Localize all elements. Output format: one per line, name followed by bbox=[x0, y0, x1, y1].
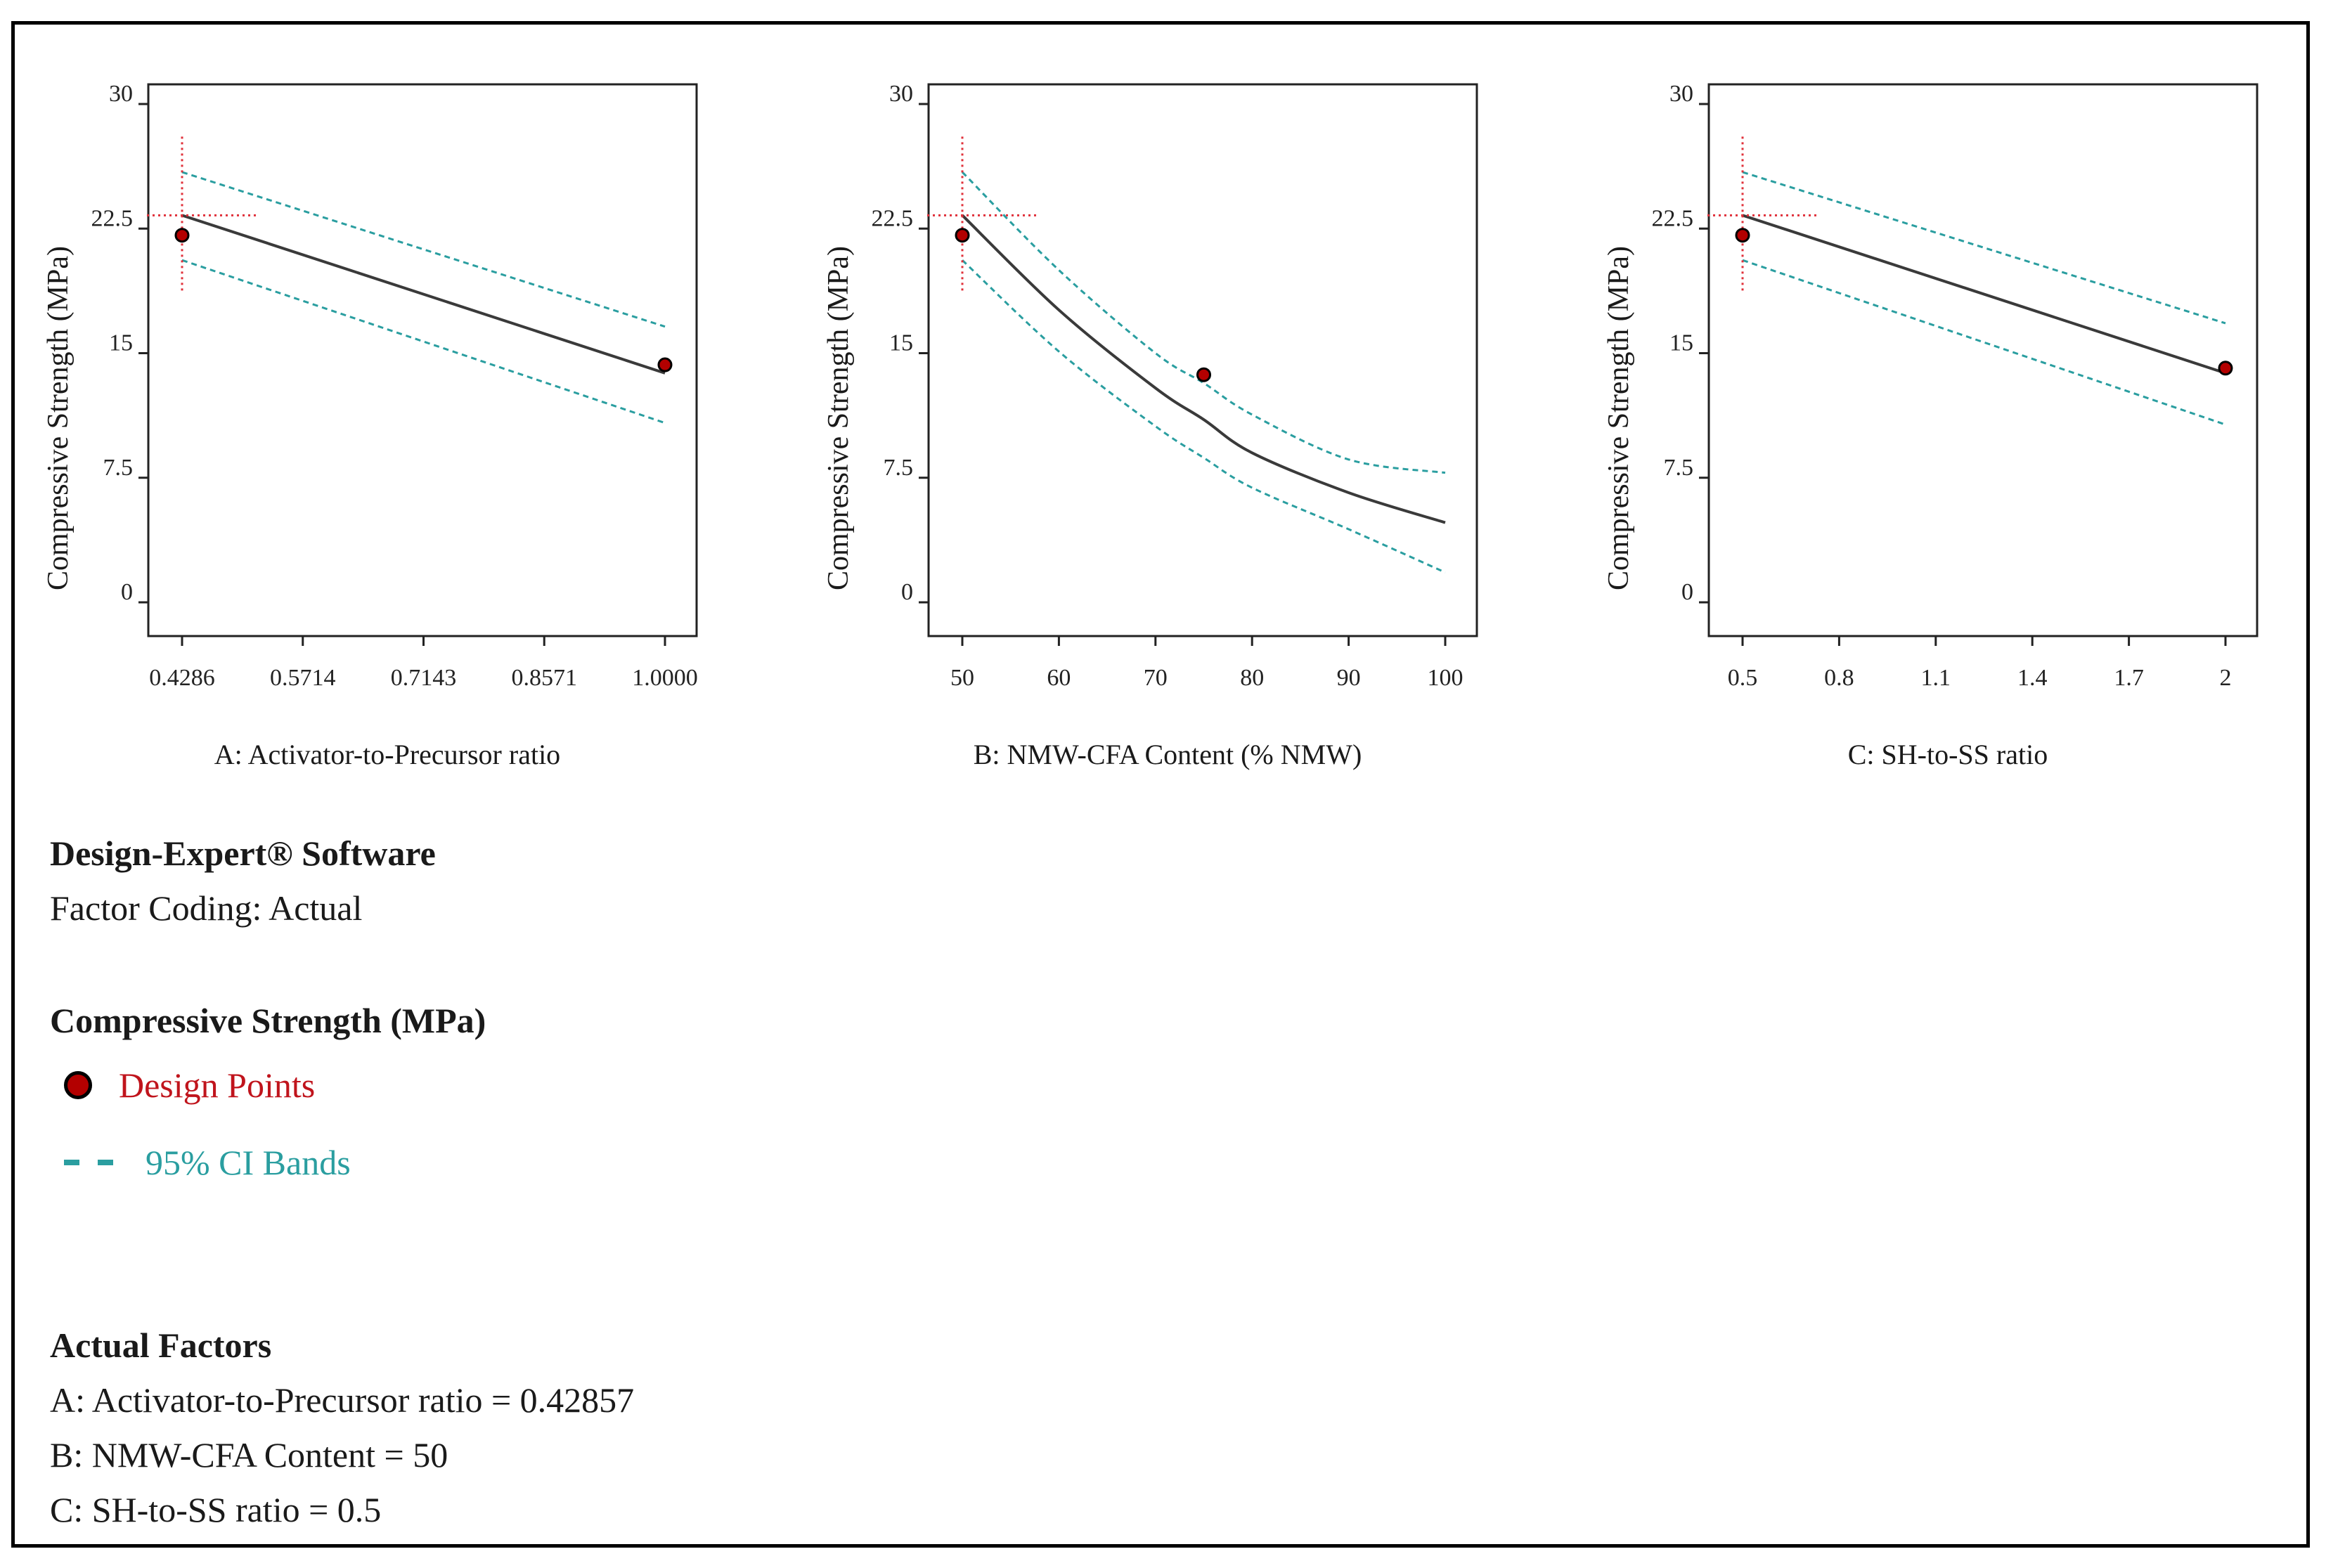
y-tick-label: 0 bbox=[121, 579, 133, 605]
y-tick-label: 7.5 bbox=[103, 455, 134, 481]
x-tick-label: 90 bbox=[1337, 665, 1361, 691]
legend-ci-bands: 95% CI Bands bbox=[64, 1142, 351, 1183]
x-tick-label: 2 bbox=[2220, 665, 2232, 691]
ci-upper-band bbox=[181, 171, 666, 328]
x-tick-label: 0.7143 bbox=[391, 665, 457, 691]
plot-c-svg: 0 7.5 15 22.5 30 0.5 0.8 1.1 1.4 1.7 2 bbox=[1652, 81, 2259, 691]
factor-a-value: A: Activator-to-Precursor ratio = 0.4285… bbox=[50, 1380, 635, 1420]
y-tick-label: 22.5 bbox=[872, 205, 914, 231]
plot-b-xlabel: B: NMW-CFA Content (% NMW) bbox=[973, 739, 1362, 770]
plot-b-ylabel: Compressive Strength (MPa) bbox=[822, 246, 855, 590]
plot-c: 0 7.5 15 22.5 30 0.5 0.8 1.1 1.4 1.7 2 Compressive… bbox=[1596, 74, 2299, 777]
y-tick-label: 7.5 bbox=[884, 455, 914, 481]
y-tick-label: 0 bbox=[1681, 579, 1693, 605]
dashed-line-icon bbox=[64, 1160, 120, 1165]
design-point bbox=[1735, 228, 1750, 243]
legend-design-points: Design Points bbox=[64, 1065, 315, 1106]
fitted-line bbox=[1742, 214, 2226, 375]
plot-c-xlabel: C: SH-to-SS ratio bbox=[1847, 739, 2048, 770]
x-tick-label: 0.8571 bbox=[511, 665, 577, 691]
y-tick-label: 15 bbox=[1669, 330, 1693, 356]
fitted-line bbox=[181, 214, 666, 375]
factor-c-value: C: SH-to-SS ratio = 0.5 bbox=[50, 1490, 382, 1529]
y-tick-label: 30 bbox=[889, 81, 913, 107]
plot-a: 0 7.5 15 22.5 30 0.4286 0.5714 0.7143 0.8571 1.00… bbox=[36, 74, 739, 777]
x-tick-label: 0.5714 bbox=[270, 665, 336, 691]
x-tick-label: 100 bbox=[1428, 665, 1464, 691]
x-tick-label: 50 bbox=[950, 665, 974, 691]
plot-a-xlabel: A: Activator-to-Precursor ratio bbox=[214, 739, 561, 770]
design-point bbox=[955, 228, 970, 243]
plot-b-svg: 0 7.5 15 22.5 30 50 60 70 80 90 100 bbox=[872, 81, 1478, 691]
ci-upper-band bbox=[961, 171, 1446, 474]
x-tick-label: 1.1 bbox=[1921, 665, 1951, 691]
response-title: Compressive Strength (MPa) bbox=[50, 1001, 486, 1040]
ci-lower-band bbox=[1742, 259, 2226, 426]
x-tick-label: 1.4 bbox=[2017, 665, 2048, 691]
plot-c-ylabel: Compressive Strength (MPa) bbox=[1603, 246, 1635, 590]
factor-b-value: B: NMW-CFA Content = 50 bbox=[50, 1435, 448, 1475]
actual-factors-title: Actual Factors bbox=[50, 1326, 272, 1365]
plot-frame bbox=[927, 83, 1478, 637]
plot-a-svg: 0 7.5 15 22.5 30 0.4286 0.5714 0.7143 0.8571 1.00… bbox=[91, 81, 698, 691]
y-tick-label: 7.5 bbox=[1664, 455, 1694, 481]
software-title: Design-Expert® Software bbox=[50, 834, 436, 873]
figure-frame: 0 7.5 15 22.5 30 0.4286 0.5714 0.7143 0.8571 1.00… bbox=[11, 21, 2310, 1548]
y-tick-label: 30 bbox=[109, 81, 133, 107]
design-point bbox=[2218, 361, 2233, 376]
ci-lower-band bbox=[181, 259, 666, 425]
plot-frame bbox=[1707, 83, 2259, 637]
design-points-label: Design Points bbox=[119, 1065, 316, 1105]
y-tick-label: 22.5 bbox=[1652, 205, 1694, 231]
y-tick-label: 30 bbox=[1669, 81, 1693, 107]
plot-a-ylabel: Compressive Strength (MPa) bbox=[42, 246, 75, 590]
x-tick-label: 60 bbox=[1047, 665, 1071, 691]
y-tick-label: 22.5 bbox=[91, 205, 134, 231]
plot-frame bbox=[147, 83, 698, 637]
design-point bbox=[174, 228, 190, 243]
ci-bands-label: 95% CI Bands bbox=[146, 1143, 351, 1182]
ci-upper-band bbox=[1742, 171, 2226, 325]
factor-coding: Factor Coding: Actual bbox=[50, 888, 363, 928]
x-tick-label: 0.4286 bbox=[149, 665, 215, 691]
x-tick-label: 70 bbox=[1144, 665, 1168, 691]
design-point bbox=[1196, 367, 1211, 382]
ci-lower-band bbox=[961, 259, 1446, 574]
x-tick-label: 80 bbox=[1240, 665, 1264, 691]
design-point bbox=[657, 357, 673, 372]
y-tick-label: 0 bbox=[901, 579, 913, 605]
fitted-line bbox=[961, 214, 1446, 524]
x-tick-label: 1.0000 bbox=[632, 665, 698, 691]
x-tick-label: 0.8 bbox=[1824, 665, 1854, 691]
x-tick-label: 0.5 bbox=[1728, 665, 1758, 691]
x-tick-label: 1.7 bbox=[2114, 665, 2144, 691]
design-point-marker-icon bbox=[64, 1071, 92, 1099]
plot-b: 0 7.5 15 22.5 30 50 60 70 80 90 100 Compressive St… bbox=[816, 74, 1519, 777]
y-tick-label: 15 bbox=[889, 330, 913, 356]
y-tick-label: 15 bbox=[109, 330, 133, 356]
